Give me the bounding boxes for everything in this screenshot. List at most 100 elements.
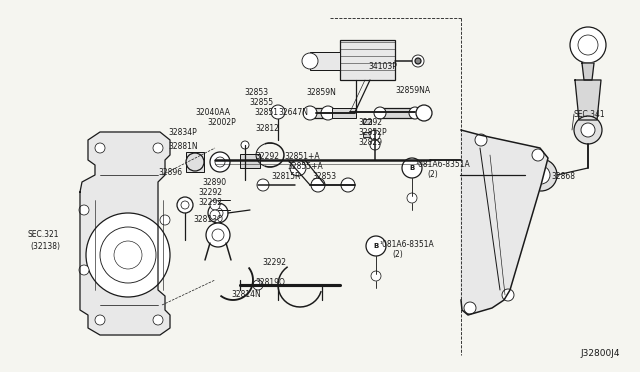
Circle shape <box>95 315 105 325</box>
Bar <box>380 108 415 118</box>
Circle shape <box>186 153 204 171</box>
Text: SEC.321: SEC.321 <box>28 230 60 239</box>
Circle shape <box>581 123 595 137</box>
Circle shape <box>210 152 230 172</box>
Bar <box>363 119 371 124</box>
Circle shape <box>177 197 193 213</box>
Circle shape <box>574 116 602 144</box>
Text: 32881N: 32881N <box>168 142 198 151</box>
Circle shape <box>415 58 421 64</box>
Text: 32853: 32853 <box>312 172 336 181</box>
Circle shape <box>210 200 220 210</box>
Circle shape <box>525 159 557 191</box>
Text: 32292: 32292 <box>255 152 279 161</box>
Text: 32868: 32868 <box>551 172 575 181</box>
Bar <box>340 40 395 80</box>
Circle shape <box>257 179 269 191</box>
Circle shape <box>79 205 89 215</box>
Circle shape <box>570 27 606 63</box>
Text: 32002P: 32002P <box>207 118 236 127</box>
Bar <box>308 108 328 118</box>
Polygon shape <box>582 63 594 80</box>
Text: 32855+A: 32855+A <box>287 162 323 171</box>
Text: 32834P: 32834P <box>168 128 196 137</box>
Text: 32855: 32855 <box>249 98 273 107</box>
Circle shape <box>241 141 249 149</box>
Bar <box>186 152 204 172</box>
Text: 32859N: 32859N <box>306 88 336 97</box>
Circle shape <box>271 105 285 119</box>
Circle shape <box>100 227 156 283</box>
Text: (2): (2) <box>392 250 403 259</box>
Circle shape <box>370 140 380 150</box>
Text: SEC.341: SEC.341 <box>574 110 605 119</box>
Text: 32819Q: 32819Q <box>255 278 285 287</box>
Text: 32890: 32890 <box>202 178 226 187</box>
Text: B: B <box>410 165 415 171</box>
Bar <box>240 154 260 168</box>
Circle shape <box>578 35 598 55</box>
Circle shape <box>371 271 381 281</box>
Text: (2): (2) <box>427 170 438 179</box>
Text: 32813Q: 32813Q <box>193 215 223 224</box>
Circle shape <box>95 143 105 153</box>
Polygon shape <box>461 130 548 315</box>
Text: 32851+A: 32851+A <box>284 152 319 161</box>
Circle shape <box>409 107 421 119</box>
Text: 34103P: 34103P <box>368 62 397 71</box>
Text: ¹081A6-8351A: ¹081A6-8351A <box>415 160 470 169</box>
Text: 32292: 32292 <box>198 198 222 207</box>
Circle shape <box>79 265 89 275</box>
Circle shape <box>253 280 263 290</box>
Circle shape <box>153 143 163 153</box>
Text: 32814N: 32814N <box>231 290 260 299</box>
Text: 32292: 32292 <box>358 118 382 127</box>
Circle shape <box>153 315 163 325</box>
Circle shape <box>212 229 224 241</box>
Circle shape <box>341 178 355 192</box>
Text: 32815R: 32815R <box>271 172 300 181</box>
Bar <box>310 52 340 70</box>
Circle shape <box>366 236 386 256</box>
Text: 32040AA: 32040AA <box>195 108 230 117</box>
Circle shape <box>302 53 318 69</box>
Text: 32829: 32829 <box>358 138 382 147</box>
Circle shape <box>321 106 335 120</box>
Circle shape <box>208 203 228 223</box>
Circle shape <box>475 134 487 146</box>
Text: J32800J4: J32800J4 <box>580 349 620 358</box>
Circle shape <box>532 166 550 184</box>
Text: 32647N: 32647N <box>278 108 308 117</box>
Circle shape <box>464 302 476 314</box>
Circle shape <box>374 107 386 119</box>
Circle shape <box>303 106 317 120</box>
Text: (32138): (32138) <box>30 242 60 251</box>
Polygon shape <box>80 132 170 335</box>
Circle shape <box>402 158 422 178</box>
Text: 32292: 32292 <box>262 258 286 267</box>
Circle shape <box>532 149 544 161</box>
Circle shape <box>114 241 142 269</box>
Text: 32292: 32292 <box>198 188 222 197</box>
Circle shape <box>370 130 380 140</box>
Circle shape <box>160 215 170 225</box>
Circle shape <box>311 178 325 192</box>
Polygon shape <box>575 80 601 120</box>
Circle shape <box>181 201 189 209</box>
Circle shape <box>210 210 220 220</box>
Circle shape <box>412 55 424 67</box>
Text: 32896: 32896 <box>158 168 182 177</box>
Text: ¹081A6-8351A: ¹081A6-8351A <box>379 240 434 249</box>
Bar <box>363 132 371 137</box>
Circle shape <box>502 289 514 301</box>
Circle shape <box>86 213 170 297</box>
Text: 32852P: 32852P <box>358 128 387 137</box>
Circle shape <box>290 160 306 176</box>
Circle shape <box>215 157 225 167</box>
Circle shape <box>407 193 417 203</box>
Text: 32853: 32853 <box>244 88 268 97</box>
Bar <box>332 108 356 118</box>
Text: 32851: 32851 <box>254 108 278 117</box>
Text: 32859NA: 32859NA <box>395 86 430 95</box>
Circle shape <box>416 105 432 121</box>
